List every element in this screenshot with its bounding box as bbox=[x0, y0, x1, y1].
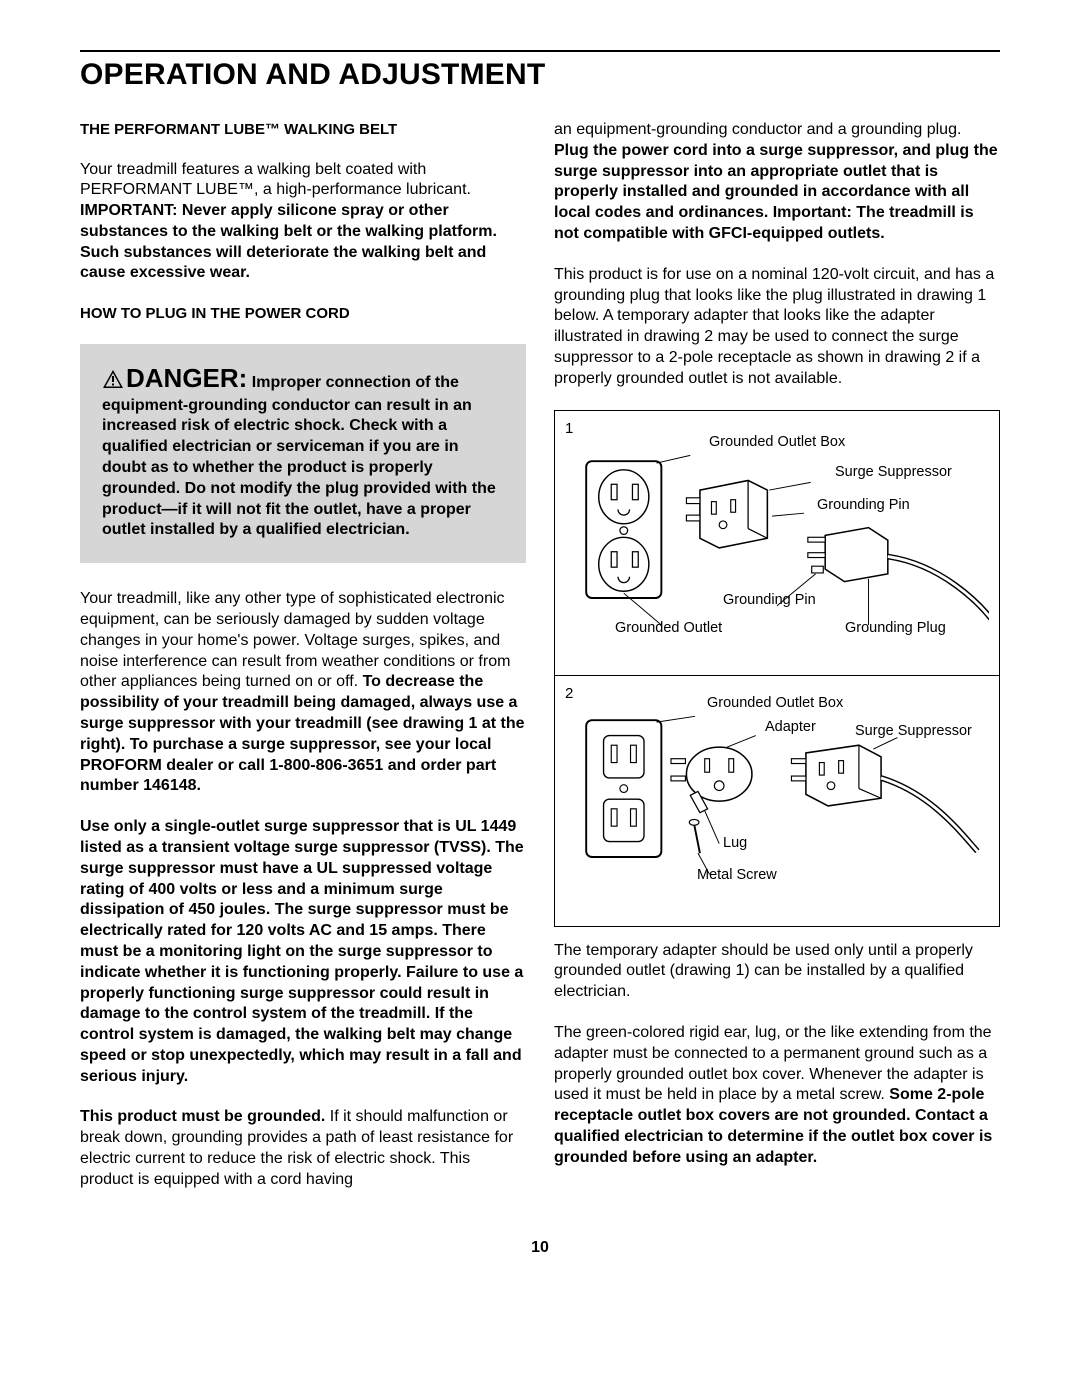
page: OPERATION AND ADJUSTMENT THE PERFORMANT … bbox=[0, 0, 1080, 1297]
right-column: an equipment-grounding conductor and a g… bbox=[554, 120, 1000, 1211]
surge-paragraph-2: Use only a single-outlet surge suppresso… bbox=[80, 817, 526, 1087]
danger-body: Improper connection of the equipment-gro… bbox=[102, 374, 496, 539]
right-p3: The temporary adapter should be used onl… bbox=[554, 941, 1000, 1003]
diagram-panel-1: 1 bbox=[555, 411, 999, 675]
belt-paragraph: Your treadmill features a walking belt c… bbox=[80, 160, 526, 285]
right-p1-bold: Plug the power cord into a surge suppres… bbox=[554, 142, 998, 242]
danger-callout: DANGER: Improper connection of the equip… bbox=[80, 344, 526, 563]
grounding-lead: This product must be grounded. bbox=[80, 1108, 325, 1125]
surge-paragraph-1: Your treadmill, like any other type of s… bbox=[80, 589, 526, 797]
right-p1-plain: an equipment-grounding conductor and a g… bbox=[554, 121, 961, 138]
label-grounding-pin-bottom: Grounding Pin bbox=[723, 591, 816, 610]
label-surge-suppressor-1: Surge Suppressor bbox=[835, 463, 952, 482]
label-grounding-plug: Grounding Plug bbox=[845, 619, 946, 638]
belt-important-text: IMPORTANT: Never apply silicone spray or… bbox=[80, 202, 497, 281]
label-adapter: Adapter bbox=[765, 718, 816, 737]
warning-icon bbox=[102, 369, 124, 396]
page-number: 10 bbox=[80, 1239, 1000, 1257]
belt-heading: THE PERFORMANT LUBE™ WALKING BELT bbox=[80, 120, 526, 140]
grounding-paragraph: This product must be grounded. If it sho… bbox=[80, 1107, 526, 1190]
right-p4: The green-colored rigid ear, lug, or the… bbox=[554, 1023, 1000, 1169]
right-p1: an equipment-grounding conductor and a g… bbox=[554, 120, 1000, 245]
diagram-panel-2: 2 bbox=[555, 675, 999, 926]
surge-p1-bold: To decrease the possibility of your trea… bbox=[80, 673, 525, 794]
surge-p2-bold: Use only a single-outlet surge suppresso… bbox=[80, 818, 524, 1085]
label-grounding-pin-top: Grounding Pin bbox=[817, 496, 910, 515]
page-title: OPERATION AND ADJUSTMENT bbox=[80, 58, 1000, 92]
danger-word: DANGER: bbox=[126, 363, 247, 393]
label-lug: Lug bbox=[723, 834, 747, 853]
two-column-layout: THE PERFORMANT LUBE™ WALKING BELT Your t… bbox=[80, 120, 1000, 1211]
label-grounded-outlet: Grounded Outlet bbox=[615, 619, 722, 638]
plug-heading: HOW TO PLUG IN THE POWER CORD bbox=[80, 304, 526, 324]
label-surge-suppressor-2: Surge Suppressor bbox=[855, 722, 972, 741]
label-grounded-outlet-box-1: Grounded Outlet Box bbox=[709, 433, 845, 452]
right-p2: This product is for use on a nominal 120… bbox=[554, 265, 1000, 390]
belt-intro-text: Your treadmill features a walking belt c… bbox=[80, 161, 471, 199]
outlet-diagram: 1 bbox=[554, 410, 1000, 927]
left-column: THE PERFORMANT LUBE™ WALKING BELT Your t… bbox=[80, 120, 526, 1211]
label-grounded-outlet-box-2: Grounded Outlet Box bbox=[707, 694, 843, 713]
label-metal-screw: Metal Screw bbox=[697, 866, 777, 885]
title-rule bbox=[80, 50, 1000, 52]
